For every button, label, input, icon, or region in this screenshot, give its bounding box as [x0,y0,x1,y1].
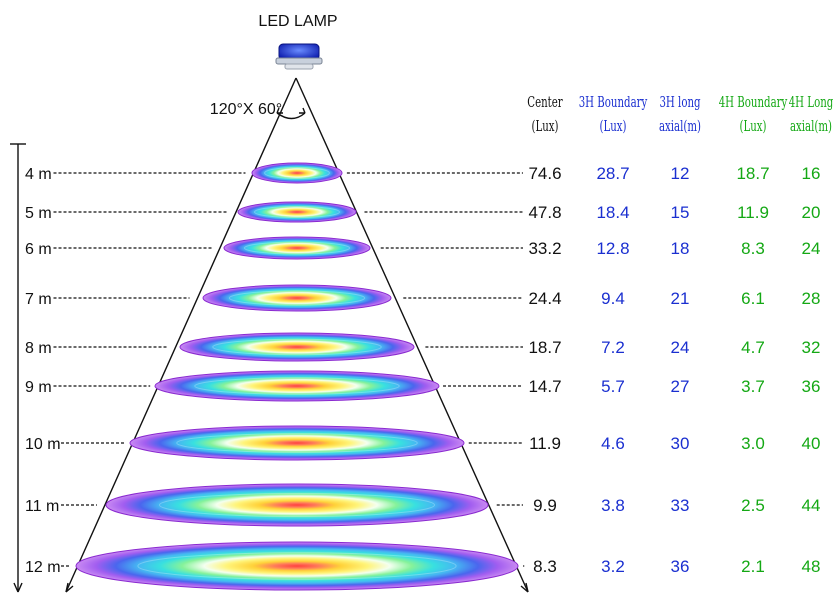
value-l3: 27 [671,377,690,396]
value-b4: 2.5 [741,496,765,515]
height-label: 8 m [25,340,52,357]
value-l4: 32 [802,338,821,357]
value-l3: 21 [671,289,690,308]
value-l4: 20 [802,203,821,222]
lamp-label: LED LAMP [258,13,337,30]
value-b4: 11.9 [737,203,769,222]
cone-right-edge [295,77,529,593]
value-center: 74.6 [528,164,561,183]
value-l4: 48 [802,557,821,576]
illumination-spot [75,541,519,591]
column-header: 4H Long axial(m) [789,94,834,136]
value-b4: 8.3 [741,239,765,258]
height-label: 6 m [25,241,52,258]
height-row-4m: 4 m 74.6 28.7 12 18.7 16 [25,162,821,184]
value-l3: 30 [671,434,690,453]
value-center: 33.2 [528,239,561,258]
value-b3: 3.2 [601,557,625,576]
column-header-line: axial(m) [659,118,701,136]
height-label: 7 m [25,291,52,308]
value-l3: 18 [671,239,690,258]
height-row-9m: 9 m 14.7 5.7 27 3.7 36 [25,370,821,402]
value-center: 18.7 [528,338,561,357]
column-header-line: 3H long [659,94,700,112]
value-center: 11.9 [529,434,561,453]
height-row-12m: 12 m 8.3 3.2 36 2.1 48 [25,541,821,591]
angle-arrow-right-icon [299,107,306,114]
height-row-8m: 8 m 18.7 7.2 24 4.7 32 [25,332,821,362]
column-header-line: axial(m) [790,118,832,136]
column-header: Center (Lux) [527,94,563,136]
value-l3: 15 [671,203,690,222]
value-b4: 2.1 [741,557,765,576]
illumination-spot [129,425,465,461]
value-b4: 6.1 [741,289,765,308]
value-b4: 18.7 [736,164,769,183]
led-lamp-icon [275,43,323,70]
value-b4: 3.0 [741,434,765,453]
illumination-spot [105,483,489,527]
illumination-spot [179,332,415,362]
value-b3: 9.4 [601,289,625,308]
cone-left-edge [65,77,297,593]
height-label: 10 m [25,436,61,453]
illumination-spot [202,284,392,312]
beam-angle-label: 120°X 60° [210,101,282,118]
value-b3: 18.4 [596,203,629,222]
value-center: 24.4 [528,289,561,308]
value-center: 47.8 [528,203,561,222]
value-l4: 16 [802,164,821,183]
column-header: 3H Boundary (Lux) [579,94,648,136]
value-l4: 44 [802,496,821,515]
value-b3: 28.7 [596,164,629,183]
height-label: 11 m [25,498,59,515]
height-row-5m: 5 m 47.8 18.4 15 11.9 20 [25,201,821,223]
value-l4: 24 [802,239,821,258]
illumination-spot [223,236,371,260]
column-header-line: 4H Long [789,94,834,112]
column-header-line: 3H Boundary [579,94,648,112]
value-b3: 7.2 [601,338,625,357]
height-row-11m: 11 m 9.9 3.8 33 2.5 44 [25,483,821,527]
value-center: 8.3 [533,557,557,576]
value-b4: 4.7 [741,338,765,357]
value-l3: 12 [671,164,690,183]
value-center: 9.9 [533,496,557,515]
cone-left-arrow-icon [65,582,74,593]
column-header-line: (Lux) [531,118,558,136]
value-b3: 5.7 [601,377,625,396]
value-l4: 36 [802,377,821,396]
value-b3: 12.8 [596,239,629,258]
height-label: 5 m [25,205,52,222]
value-l4: 40 [802,434,821,453]
column-header-line: 4H Boundary [719,94,788,112]
height-label: 9 m [25,379,52,396]
illumination-spot [251,162,343,184]
value-l3: 24 [671,338,690,357]
value-b3: 3.8 [601,496,625,515]
height-label: 12 m [25,559,61,576]
column-header: 4H Boundary (Lux) [719,94,788,136]
height-row-7m: 7 m 24.4 9.4 21 6.1 28 [25,284,821,312]
value-l3: 36 [671,557,690,576]
value-b4: 3.7 [741,377,765,396]
cone-right-arrow-icon [520,582,529,593]
value-l4: 28 [802,289,821,308]
height-axis-arrow-icon [13,582,23,593]
illumination-spot [154,370,440,402]
height-label: 4 m [25,166,52,183]
column-header-line: (Lux) [739,118,766,136]
height-row-10m: 10 m 11.9 4.6 30 3.0 40 [25,425,821,461]
column-header-line: (Lux) [599,118,626,136]
height-row-6m: 6 m 33.2 12.8 18 8.3 24 [25,236,821,260]
illumination-spot [237,201,357,223]
column-header: 3H long axial(m) [659,94,701,136]
value-center: 14.7 [528,377,561,396]
column-header-line: Center [527,94,563,112]
value-l3: 33 [671,496,690,515]
value-b3: 4.6 [601,434,625,453]
